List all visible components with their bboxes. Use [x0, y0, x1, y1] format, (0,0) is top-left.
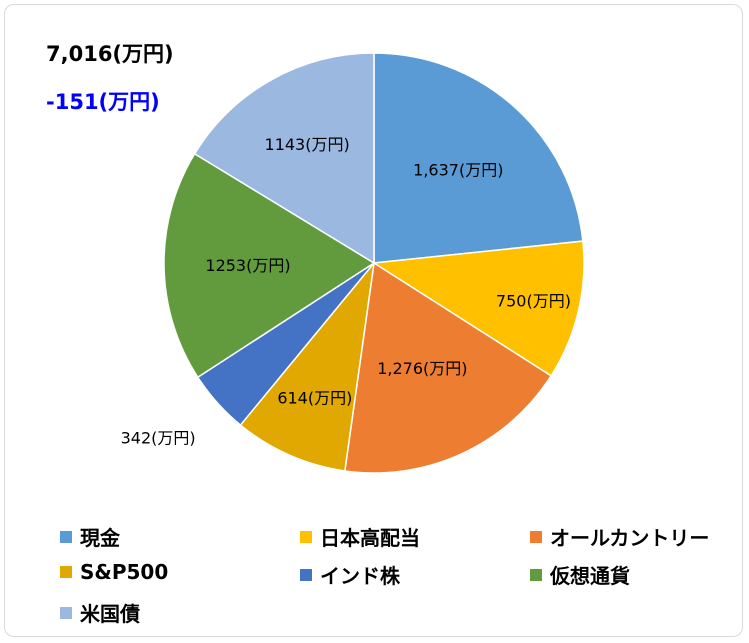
- legend-item-5: 仮想通貨: [530, 560, 630, 589]
- data-label-4: 342(万円): [121, 429, 196, 448]
- legend-item-2: オールカントリー: [530, 522, 709, 551]
- pie-slice-3: [239, 260, 376, 472]
- pie-slice-2: [343, 261, 553, 474]
- legend-label: 米国債: [80, 602, 140, 626]
- legend-item-6: 米国債: [60, 598, 140, 627]
- data-label-0: 1,637(万円): [413, 160, 503, 179]
- pie-slice-1: [371, 240, 585, 377]
- legend-item-4: インド株: [300, 560, 400, 589]
- pie-slice-0: [373, 52, 584, 264]
- legend-label: インド株: [320, 564, 400, 588]
- data-label-5: 1253(万円): [205, 256, 290, 275]
- data-label-2: 1,276(万円): [377, 359, 467, 378]
- data-label-6: 1143(万円): [265, 135, 350, 154]
- legend-item-0: 現金: [60, 522, 120, 551]
- legend-label: オールカントリー: [550, 526, 710, 550]
- legend-swatch: [60, 530, 72, 543]
- legend-label: 仮想通貨: [550, 564, 630, 588]
- legend-swatch: [530, 568, 542, 581]
- data-label-1: 750(万円): [496, 292, 571, 311]
- pie-slice-6: [193, 52, 375, 265]
- legend-swatch: [60, 566, 72, 578]
- legend-swatch: [530, 530, 542, 543]
- legend-label: 現金: [80, 526, 120, 550]
- legend-label: S&P500: [80, 560, 169, 584]
- legend-swatch: [300, 568, 312, 581]
- legend-swatch: [60, 606, 72, 619]
- total-value: 7,016(万円): [46, 42, 174, 66]
- legend-item-3: S&P500: [60, 560, 168, 584]
- difference-value: -151(万円): [46, 90, 160, 114]
- legend-item-1: 日本高配当: [300, 522, 420, 551]
- legend-swatch: [300, 530, 312, 543]
- data-label-3: 614(万円): [277, 389, 352, 408]
- legend-label: 日本高配当: [320, 526, 420, 550]
- pie-slice-5: [163, 152, 376, 379]
